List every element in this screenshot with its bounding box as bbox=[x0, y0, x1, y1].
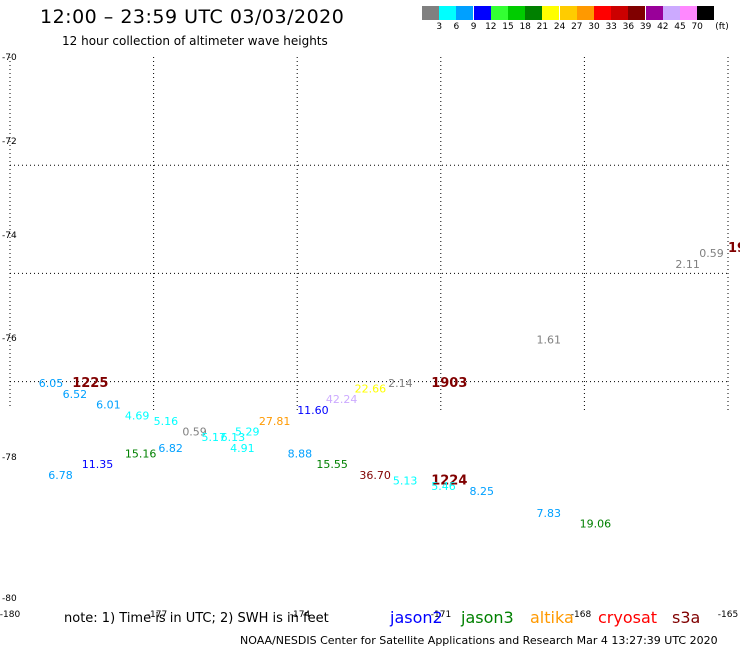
pass-time-label: 1225 bbox=[72, 376, 108, 391]
wave-height-value: 4.91 bbox=[230, 442, 255, 455]
colorbar-label: 39 bbox=[639, 22, 652, 32]
pass-time-label: 19 bbox=[728, 241, 740, 256]
wave-height-value: 6.52 bbox=[63, 388, 88, 401]
pass-time-label: 1903 bbox=[431, 376, 467, 391]
colorbar-swatch bbox=[473, 6, 491, 20]
wave-height-value: 15.16 bbox=[125, 447, 157, 460]
wave-height-value: 11.60 bbox=[297, 404, 329, 417]
wave-height-value: 11.35 bbox=[82, 458, 114, 471]
colorbar-swatch bbox=[576, 6, 594, 20]
colorbar-swatch bbox=[662, 6, 680, 20]
colorbar-swatch bbox=[439, 6, 457, 20]
colorbar-label: 21 bbox=[536, 22, 549, 32]
colorbar-swatch bbox=[594, 6, 611, 20]
wave-height-value: 2.11 bbox=[675, 258, 700, 271]
chart-subtitle: 12 hour collection of altimeter wave hei… bbox=[62, 34, 328, 48]
wave-height-value: 6.78 bbox=[48, 469, 73, 482]
pass-time-label: 1224 bbox=[431, 473, 467, 488]
colorbar-label: 36 bbox=[622, 22, 635, 32]
wave-height-value: 6.01 bbox=[96, 399, 121, 412]
wave-height-value: 6.05 bbox=[39, 377, 64, 390]
latitude-label: -70 bbox=[2, 53, 17, 63]
colorbar-swatch bbox=[525, 6, 543, 20]
wave-height-value: 0.59 bbox=[699, 247, 724, 260]
colorbar-label: 9 bbox=[470, 22, 477, 32]
satellite-legend-jason3: jason3 bbox=[461, 608, 514, 627]
colorbar-swatch bbox=[680, 6, 697, 20]
wave-height-value: 15.55 bbox=[316, 458, 348, 471]
footer-note: note: 1) Time is in UTC; 2) SWH is in fe… bbox=[64, 611, 329, 626]
colorbar-label: 30 bbox=[588, 22, 600, 32]
wave-height-value: 0.59 bbox=[182, 426, 207, 439]
wave-height-value: 27.81 bbox=[259, 415, 291, 428]
wave-height-value: 6.82 bbox=[158, 442, 183, 455]
wave-height-value: 5.46 bbox=[431, 480, 456, 493]
longitude-label: -174 bbox=[290, 610, 311, 620]
satellite-legend-cryosat: cryosat bbox=[598, 608, 658, 627]
wave-height-value: 5.13 bbox=[393, 474, 418, 487]
wave-height-value: 5.16 bbox=[154, 415, 179, 428]
wave-height-value: 4.69 bbox=[125, 409, 150, 422]
colorbar-swatch bbox=[559, 6, 577, 20]
longitude-label: -177 bbox=[147, 610, 167, 620]
colorbar-swatch bbox=[611, 6, 629, 20]
colorbar-label: 6 bbox=[453, 22, 460, 32]
colorbar-label: 12 bbox=[485, 22, 497, 32]
chart-title: 12:00 – 23:59 UTC 03/03/2020 bbox=[40, 6, 345, 28]
colorbar-label: 33 bbox=[605, 22, 617, 32]
longitude-label: -168 bbox=[571, 610, 592, 620]
wave-height-value: 42.24 bbox=[326, 393, 358, 406]
wave-height-value: 19.06 bbox=[580, 518, 612, 531]
wave-height-value: 8.25 bbox=[470, 485, 495, 498]
latitude-label: -74 bbox=[2, 231, 17, 241]
wave-height-value: 7.83 bbox=[537, 507, 562, 520]
wave-height-value: 1.61 bbox=[537, 334, 562, 347]
colorbar-swatch bbox=[697, 6, 715, 20]
colorbar-swatch bbox=[542, 6, 560, 20]
satellite-legend-altika: altika bbox=[530, 608, 574, 627]
wave-height-value: 5.17 bbox=[201, 431, 226, 444]
latitude-label: -78 bbox=[2, 453, 17, 463]
colorbar-swatch bbox=[628, 6, 646, 20]
satellite-legend-s3a: s3a bbox=[672, 608, 701, 627]
longitude-label: -180 bbox=[0, 610, 20, 620]
satellite-legend-jason2: jason2 bbox=[390, 608, 443, 627]
colorbar-swatch bbox=[508, 6, 525, 20]
wave-height-value: 6.13 bbox=[221, 431, 246, 444]
colorbar-label: 42 bbox=[657, 22, 669, 32]
wave-height-value: 8.88 bbox=[288, 447, 313, 460]
credit-line: NOAA/NESDIS Center for Satellite Applica… bbox=[240, 634, 718, 647]
latitude-label: -76 bbox=[2, 334, 17, 344]
colorbar-label: 70 bbox=[691, 22, 703, 32]
colorbar-swatch bbox=[422, 6, 439, 20]
colorbar-label: 3 bbox=[436, 22, 443, 32]
latitude-label: -72 bbox=[2, 137, 17, 147]
colorbar-label: 27 bbox=[571, 22, 583, 32]
colorbar-label: 15 bbox=[502, 22, 514, 32]
wave-height-value: 5.29 bbox=[235, 426, 260, 439]
wave-height-value: 36.70 bbox=[359, 469, 391, 482]
colorbar-swatch bbox=[645, 6, 663, 20]
colorbar-label: 45 bbox=[674, 22, 686, 32]
latitude-label: -80 bbox=[2, 594, 17, 604]
longitude-label: -171 bbox=[431, 610, 451, 620]
colorbar-unit: (ft) bbox=[715, 22, 729, 32]
colorbar-label: 18 bbox=[519, 22, 531, 32]
colorbar-swatch bbox=[490, 6, 508, 20]
wave-height-value: 22.66 bbox=[355, 382, 387, 395]
longitude-label: -165 bbox=[718, 610, 738, 620]
colorbar-label: 24 bbox=[553, 22, 566, 32]
wave-height-value: 2.14 bbox=[388, 377, 413, 390]
colorbar-swatch bbox=[456, 6, 474, 20]
